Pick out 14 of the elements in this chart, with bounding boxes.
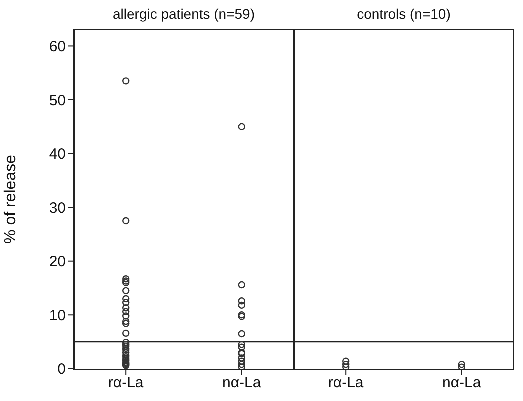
y-tick-label: 30: [49, 200, 66, 217]
y-tick-label: 40: [49, 146, 66, 164]
chart-title: controls (n=10): [356, 6, 452, 22]
y-tick-label: 0: [58, 361, 66, 378]
chart-title: allergic patients (n=59): [112, 6, 256, 22]
x-tick-label: nα-La: [222, 374, 262, 392]
y-tick-label: 20: [49, 254, 66, 271]
x-tick-label: rα-La: [328, 374, 364, 392]
y-axis-title: % of release: [2, 154, 20, 244]
x-tick-label: rα-La: [108, 374, 144, 392]
y-tick-label: 60: [49, 38, 66, 56]
y-tick-label: 10: [49, 307, 66, 324]
y-tick-label: 50: [49, 92, 66, 110]
x-tick-label: nα-La: [442, 374, 482, 392]
